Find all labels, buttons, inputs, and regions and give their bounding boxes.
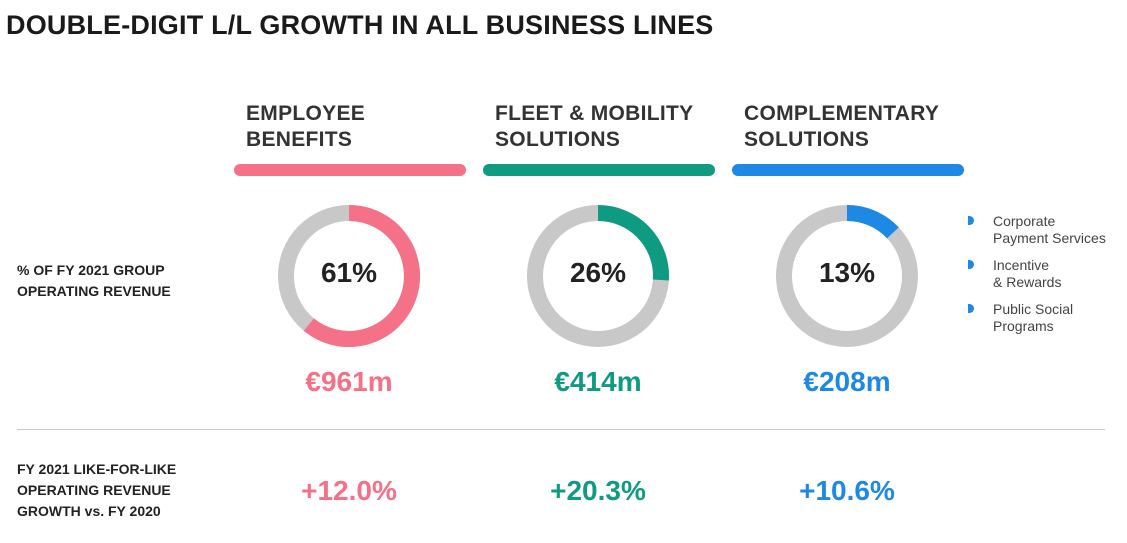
growth-fleet-mobility: +20.3% bbox=[550, 475, 646, 506]
growth-employee-benefits: +12.0% bbox=[301, 475, 397, 506]
color-bar-fleet-mobility bbox=[483, 164, 715, 176]
header-line: EMPLOYEE bbox=[246, 102, 366, 125]
share-employee-benefits: 61% bbox=[320, 257, 378, 288]
header-complementary: COMPLEMENTARY SOLUTIONS bbox=[744, 101, 939, 153]
row-label-line: FY 2021 LIKE-FOR-LIKE bbox=[17, 461, 177, 477]
color-bar-complementary bbox=[732, 164, 964, 176]
header-employee-benefits: EMPLOYEE BENEFITS bbox=[246, 101, 365, 153]
legend-item-public-social: Public Social Programs bbox=[966, 301, 1106, 335]
share-complementary: 13% bbox=[818, 257, 876, 288]
legend-marker-icon bbox=[968, 260, 974, 269]
header-line: COMPLEMENTARY bbox=[744, 102, 940, 125]
amount-fleet-mobility: €414m bbox=[554, 366, 642, 397]
amount-complementary: €208m bbox=[803, 366, 891, 397]
growth-complementary: +10.6% bbox=[799, 475, 895, 506]
donut-segment-employee-benefits bbox=[303, 205, 420, 347]
legend-marker-icon bbox=[968, 216, 974, 225]
legend-label: Public Social Programs bbox=[993, 301, 1106, 335]
legend-item-incentive-rewards: Incentive & Rewards bbox=[966, 257, 1106, 291]
header-line: BENEFITS bbox=[246, 128, 353, 151]
row-label-line: GROWTH vs. FY 2020 bbox=[17, 503, 161, 519]
legend-line: & Rewards bbox=[993, 274, 1062, 290]
legend-line: Payment Services bbox=[993, 230, 1106, 246]
header-line: SOLUTIONS bbox=[744, 128, 870, 151]
donut-employee-benefits bbox=[278, 205, 420, 347]
legend-line: Corporate bbox=[993, 213, 1056, 229]
share-fleet-mobility: 26% bbox=[569, 257, 627, 288]
row-label-line: % OF FY 2021 GROUP bbox=[17, 262, 165, 278]
row-label-line: OPERATING REVENUE bbox=[17, 482, 171, 498]
color-bar-employee-benefits bbox=[234, 164, 466, 176]
donut-segment-complementary bbox=[846, 205, 899, 239]
legend-label: Corporate Payment Services bbox=[993, 213, 1106, 247]
legend-line: Programs bbox=[993, 318, 1054, 334]
legend: Corporate Payment Services Incentive & R… bbox=[966, 213, 1106, 345]
row-label-share: % OF FY 2021 GROUP OPERATING REVENUE bbox=[17, 260, 171, 302]
row-label-line: OPERATING REVENUE bbox=[17, 283, 171, 299]
legend-label: Incentive & Rewards bbox=[993, 257, 1106, 291]
page-title: DOUBLE-DIGIT L/L GROWTH IN ALL BUSINESS … bbox=[6, 10, 714, 40]
divider bbox=[17, 429, 1105, 430]
header-line: SOLUTIONS bbox=[495, 128, 621, 151]
donut-fleet-mobility bbox=[527, 205, 669, 347]
header-line: FLEET & MOBILITY bbox=[495, 102, 694, 125]
legend-line: Incentive bbox=[993, 257, 1050, 273]
legend-item-corporate-payment: Corporate Payment Services bbox=[966, 213, 1106, 247]
row-label-growth: FY 2021 LIKE-FOR-LIKE OPERATING REVENUE … bbox=[17, 459, 176, 522]
header-fleet-mobility: FLEET & MOBILITY SOLUTIONS bbox=[495, 101, 693, 153]
legend-marker-icon bbox=[968, 304, 974, 313]
legend-line: Public Social bbox=[993, 301, 1074, 317]
donut-complementary bbox=[776, 205, 918, 347]
donut-segment-fleet-mobility bbox=[597, 205, 669, 281]
amount-employee-benefits: €961m bbox=[305, 366, 393, 397]
